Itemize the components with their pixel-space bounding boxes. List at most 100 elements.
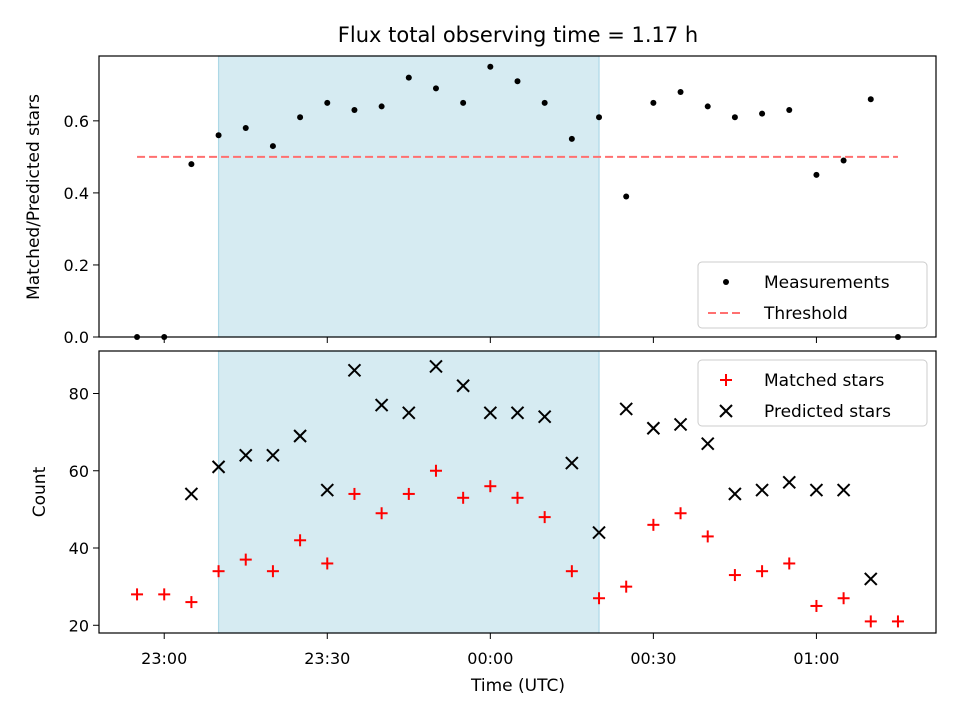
matched-stars-point	[783, 557, 796, 570]
predicted-stars-point	[211, 460, 226, 474]
measurement-point	[405, 74, 412, 81]
measurement-point	[324, 99, 331, 106]
measurement-point	[351, 107, 358, 114]
x-b	[347, 363, 362, 378]
matched-stars-point	[212, 565, 225, 578]
x-b	[211, 460, 226, 474]
legend-x-b	[719, 404, 733, 418]
predicted-stars-point	[782, 475, 796, 490]
x-b	[374, 398, 389, 412]
measurement-point	[623, 193, 630, 200]
x-b	[293, 429, 307, 443]
bottom-y-tick-label: 20	[69, 616, 89, 635]
predicted-stars-point	[701, 437, 715, 451]
predicted-stars-point	[673, 417, 688, 432]
measurement-point	[840, 157, 847, 164]
predicted-stars-point	[347, 363, 362, 378]
measurement-point	[731, 114, 738, 121]
measurement-point	[460, 99, 467, 106]
top-y-tick-label: 0.6	[64, 112, 89, 131]
top-panel-ratio: Matched/Predicted stars 0.0 0.2 0.4 0.6 Meas…	[24, 55, 937, 347]
figure-title: Flux total observing time = 1.17 h	[338, 23, 698, 47]
legend-box	[697, 261, 928, 329]
predicted-stars-point	[402, 406, 416, 420]
x-b	[592, 525, 606, 540]
x-b	[701, 437, 715, 451]
x-axis-label: Time (UTC)	[470, 676, 565, 696]
matched-stars-point	[837, 592, 850, 605]
measurement-point	[867, 96, 874, 103]
matched-stars-point	[538, 511, 551, 524]
measurement-point	[188, 161, 195, 168]
matched-stars-point	[891, 615, 904, 628]
predicted-stars-point	[184, 487, 199, 501]
legend-label: Measurements	[764, 273, 890, 293]
x-b	[429, 359, 443, 374]
x-b	[565, 456, 579, 470]
matched-stars-point	[185, 596, 198, 609]
measurement-point	[596, 114, 603, 121]
legend-label: Predicted stars	[764, 402, 891, 422]
matched-stars-point	[239, 553, 252, 566]
x-b	[510, 406, 525, 420]
bottom-axes-frame	[98, 350, 937, 634]
legend-box	[697, 359, 928, 427]
matched-stars-point	[294, 534, 307, 547]
predicted-stars-point	[510, 406, 525, 420]
predicted-stars-point	[374, 398, 389, 412]
top-y-axis-label: Matched/Predicted stars	[24, 94, 44, 300]
predicted-stars-point	[266, 448, 280, 463]
matched-stars-point	[565, 565, 578, 578]
x-tick-label: 00:00	[467, 649, 513, 668]
top-observing-span	[217, 55, 600, 338]
measurement-point	[786, 107, 793, 114]
legend-dot-marker	[723, 279, 729, 285]
measurement-point	[568, 135, 575, 142]
matched-stars-point	[266, 565, 279, 578]
x-b	[836, 483, 851, 497]
top-y-tick-label: 0.0	[64, 328, 89, 347]
matched-stars-point	[620, 580, 633, 593]
legend-label: Matched stars	[764, 371, 884, 391]
x-b	[728, 487, 742, 501]
top-axes-frame	[98, 55, 937, 338]
x-b	[239, 448, 253, 463]
predicted-stars-point	[565, 456, 579, 470]
bottom-y-tick-label: 80	[69, 384, 89, 403]
measurement-point	[215, 132, 222, 139]
matched-stars-point	[321, 557, 334, 570]
x-b	[456, 379, 470, 393]
measurement-point	[813, 171, 820, 178]
measurement-point	[704, 103, 711, 110]
measurement-point	[541, 99, 548, 106]
x-b	[184, 487, 199, 501]
predicted-stars-point	[619, 402, 633, 416]
bottom-y-tick-label: 60	[69, 462, 89, 481]
predicted-stars-point	[809, 483, 824, 497]
x-tick-label: 00:30	[630, 649, 676, 668]
measurement-point	[269, 143, 276, 150]
predicted-stars-point	[592, 525, 606, 540]
x-b	[646, 421, 661, 435]
measurement-point	[514, 78, 521, 85]
predicted-stars-point	[293, 429, 307, 443]
bottom-legend: Matched stars Predicted stars	[697, 359, 928, 427]
measurement-point	[650, 99, 657, 106]
matched-stars-point	[647, 518, 660, 531]
matched-stars-point	[674, 507, 687, 520]
predicted-stars-point	[483, 406, 498, 420]
x-b	[483, 406, 498, 420]
matched-stars-point	[864, 615, 877, 628]
x-b	[402, 406, 416, 420]
x-b	[755, 483, 769, 497]
x-b	[809, 483, 824, 497]
predicted-stars-point	[836, 483, 851, 497]
measurement-point	[677, 89, 684, 96]
matched-stars-point	[728, 569, 741, 582]
predicted-stars-point	[728, 487, 742, 501]
measurement-point	[432, 85, 439, 92]
matched-stars-point	[810, 599, 823, 612]
x-tick-label: 23:30	[304, 649, 350, 668]
predicted-stars-point	[456, 379, 470, 393]
